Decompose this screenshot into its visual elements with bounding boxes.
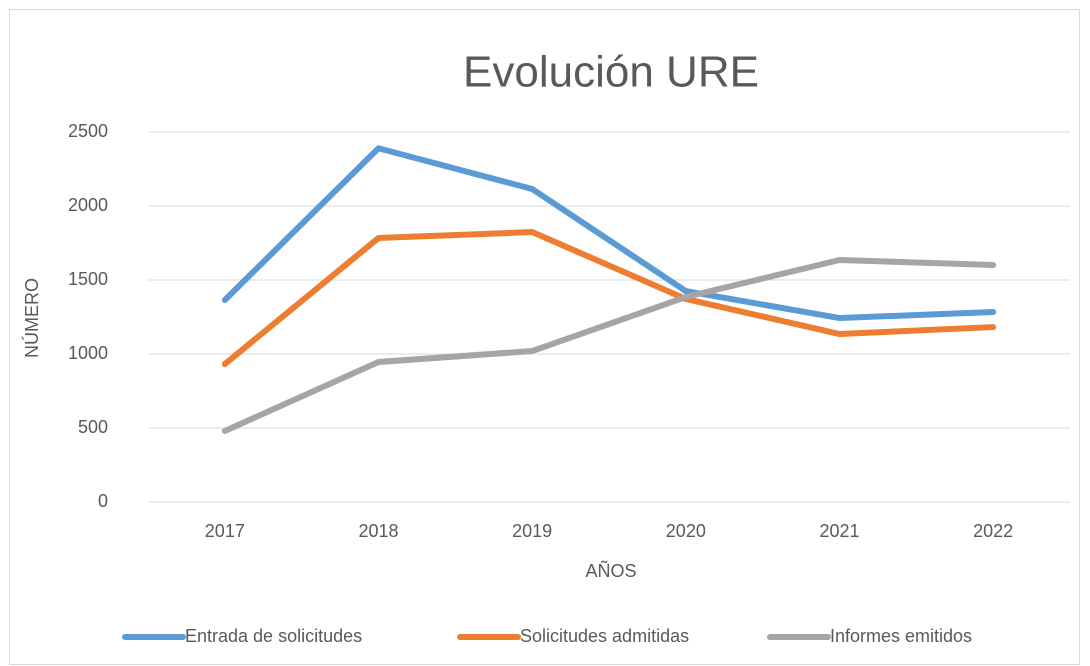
series-line <box>221 229 997 368</box>
chart-title: Evolución URE <box>463 48 759 97</box>
legend-label: Informes emitidos <box>830 626 972 646</box>
x-tick-label: 2021 <box>819 521 859 541</box>
x-tick-label: 2020 <box>666 521 706 541</box>
series-line <box>221 145 997 322</box>
chart-border <box>9 9 1080 665</box>
x-tick-label: 2017 <box>205 521 245 541</box>
y-tick-label: 0 <box>98 491 108 511</box>
x-tick-label: 2018 <box>358 521 398 541</box>
y-tick-label: 2000 <box>68 195 108 215</box>
x-tick-label: 2022 <box>973 521 1013 541</box>
x-axis-label: AÑOS <box>585 560 636 581</box>
y-tick-label: 1000 <box>68 343 108 363</box>
y-tick-label: 1500 <box>68 269 108 289</box>
legend-label: Entrada de solicitudes <box>185 626 362 646</box>
y-axis-label: NÚMERO <box>21 278 42 358</box>
y-tick-label: 2500 <box>68 121 108 141</box>
legend-label: Solicitudes admitidas <box>520 626 689 646</box>
x-tick-label: 2019 <box>512 521 552 541</box>
series-line <box>221 257 997 434</box>
y-tick-label: 500 <box>78 417 108 437</box>
